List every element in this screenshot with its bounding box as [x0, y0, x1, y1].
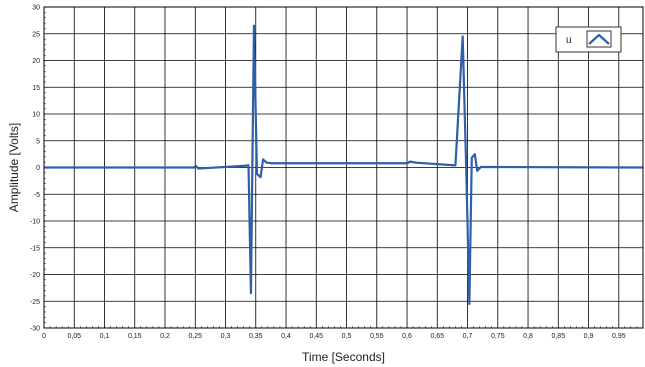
- x-tick-label: 0,1: [100, 333, 110, 340]
- y-tick-label: -10: [30, 219, 40, 226]
- x-tick-label: 0,15: [128, 333, 142, 340]
- x-tick-label: 0,55: [370, 333, 384, 340]
- y-axis-title: Amplitude [Volts]: [7, 123, 21, 212]
- line-series-icon: [586, 30, 612, 48]
- y-tick-label: 0: [36, 165, 40, 172]
- x-tick-label: 0,25: [188, 333, 202, 340]
- x-tick-label: 0,7: [463, 333, 473, 340]
- x-axis-title: Time [Seconds]: [302, 350, 385, 364]
- y-tick-label: 15: [32, 85, 40, 92]
- x-axis-ticks: 0 0,05 0,1 0,15 0,2 0,25 0,3 0,35 0,4 0,45 0,5 0,55…: [42, 333, 626, 340]
- y-tick-label: 20: [32, 58, 40, 65]
- y-tick-label: 5: [36, 138, 40, 145]
- series-line-u: [44, 24, 644, 306]
- legend-label: u: [566, 35, 572, 46]
- y-tick-label: -25: [30, 299, 40, 306]
- y-tick-label: 30: [32, 5, 40, 12]
- legend-icon-frame: [586, 30, 612, 48]
- legend-icon-line: [588, 33, 610, 45]
- x-tick-label: 0,2: [160, 333, 170, 340]
- x-tick-label: 0,65: [430, 333, 444, 340]
- x-tick-label: 0,05: [67, 333, 81, 340]
- y-tick-label: -5: [34, 192, 40, 199]
- plot-frame: [43, 6, 644, 329]
- x-tick-label: 0,6: [402, 333, 412, 340]
- y-tick-label: 10: [32, 112, 40, 119]
- x-tick-label: 0,9: [584, 333, 594, 340]
- x-tick-label: 0,35: [249, 333, 263, 340]
- y-tick-label: 25: [32, 31, 40, 38]
- x-tick-label: 0,3: [221, 333, 231, 340]
- x-tick-label: 0,85: [551, 333, 565, 340]
- x-tick-label: 0,4: [281, 333, 291, 340]
- y-tick-label: -15: [30, 245, 40, 252]
- x-tick-label: 0: [42, 333, 46, 340]
- x-tick-label: 0,8: [523, 333, 533, 340]
- y-tick-label: -30: [30, 326, 40, 333]
- x-tick-label: 0,5: [342, 333, 352, 340]
- x-tick-label: 0,75: [491, 333, 505, 340]
- x-tick-label: 0,45: [309, 333, 323, 340]
- y-axis-ticks: 30 25 20 15 10 5 0 -5 -10 -15 -20 -25 -30: [30, 5, 40, 333]
- x-tick-label: 0,95: [612, 333, 626, 340]
- legend[interactable]: u: [555, 26, 622, 53]
- series-layer: [44, 24, 644, 306]
- y-tick-label: -20: [30, 272, 40, 279]
